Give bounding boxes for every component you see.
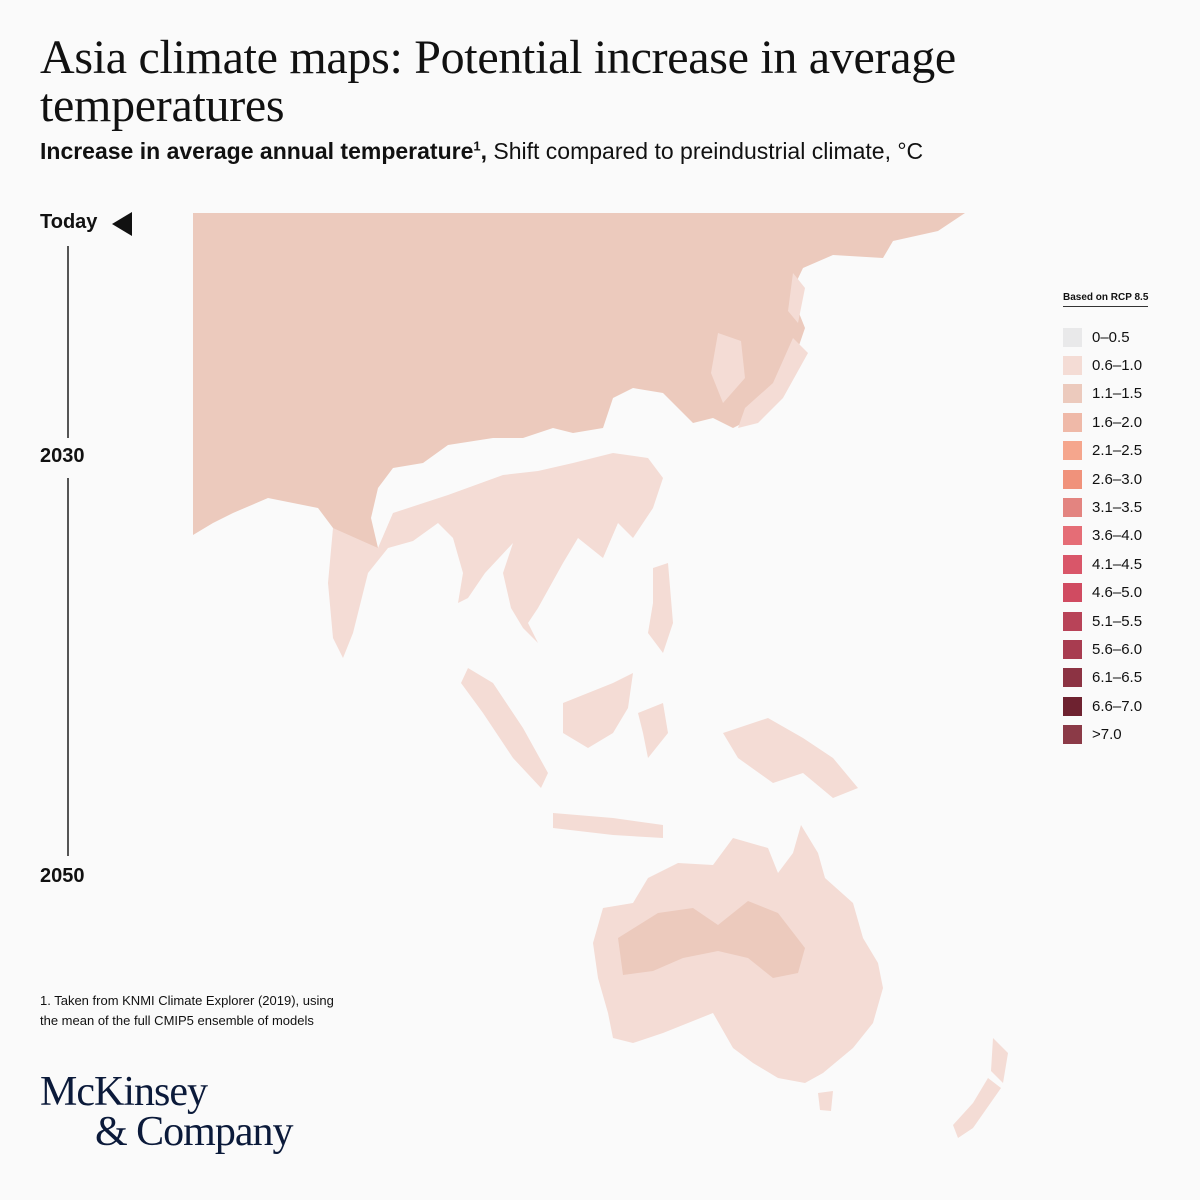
region-australia-interior — [618, 901, 805, 978]
legend-title: Based on RCP 8.5 — [1063, 292, 1149, 307]
subtitle: Increase in average annual temperature1,… — [40, 138, 923, 165]
page-title: Asia climate maps: Potential increase in… — [40, 31, 956, 132]
legend-swatch — [1063, 554, 1082, 574]
legend-swatch — [1063, 356, 1082, 376]
legend-item: 0.6–1.0 — [1063, 351, 1148, 379]
footnote-line-2: the mean of the full CMIP5 ensemble of m… — [40, 1013, 314, 1028]
legend-swatch — [1063, 412, 1082, 432]
legend-swatch — [1063, 441, 1082, 461]
footnote: 1. Taken from KNMI Climate Explorer (201… — [40, 991, 334, 1031]
region-japan — [711, 273, 808, 428]
legend-item: 3.1–3.5 — [1063, 493, 1148, 521]
legend-item: 1.1–1.5 — [1063, 380, 1148, 408]
timeline-2050[interactable]: 2050 — [40, 865, 85, 887]
legend-label: 5.1–5.5 — [1092, 612, 1143, 630]
legend-swatch — [1063, 668, 1082, 688]
legend-item: 1.6–2.0 — [1063, 408, 1148, 436]
legend-label: 6.1–6.5 — [1092, 669, 1143, 687]
legend-swatch — [1063, 384, 1082, 404]
legend-item: >7.0 — [1063, 720, 1148, 748]
legend-label: 3.1–3.5 — [1092, 499, 1143, 517]
legend-label: 2.6–3.0 — [1092, 470, 1143, 488]
legend-item: 6.6–7.0 — [1063, 692, 1148, 720]
region-south-east-asia — [328, 453, 663, 658]
logo-line-1: McKinsey — [40, 1069, 208, 1115]
footnote-marker: 1 — [473, 138, 481, 154]
subtitle-bold: Increase in average annual temperature1, — [40, 138, 487, 164]
region-new-zealand — [953, 1038, 1008, 1138]
footnote-line-1: 1. Taken from KNMI Climate Explorer (201… — [40, 993, 334, 1008]
legend-swatch — [1063, 469, 1082, 489]
legend: Based on RCP 8.5 0–0.5 0.6–1.0 1.1–1.5 1.6–… — [1063, 287, 1149, 749]
legend-item: 3.6–4.0 — [1063, 522, 1148, 550]
timeline-line-upper — [67, 246, 69, 438]
timeline-2030[interactable]: 2030 — [40, 445, 85, 467]
legend-label: 1.6–2.0 — [1092, 413, 1143, 431]
legend-label: 2.1–2.5 — [1092, 442, 1143, 460]
logo-line-2: & Company — [95, 1109, 293, 1155]
legend-swatch — [1063, 611, 1082, 631]
today-arrow-icon[interactable] — [112, 212, 132, 236]
legend-label: >7.0 — [1092, 726, 1122, 744]
legend-label: 4.1–4.5 — [1092, 555, 1143, 573]
legend-item: 2.1–2.5 — [1063, 437, 1148, 465]
legend-swatch — [1063, 498, 1082, 518]
legend-label: 1.1–1.5 — [1092, 385, 1143, 403]
legend-item: 0–0.5 — [1063, 323, 1148, 351]
region-north-asia — [193, 213, 965, 558]
legend-label: 0.6–1.0 — [1092, 357, 1143, 375]
legend-swatch — [1063, 725, 1082, 745]
subtitle-rest: Shift compared to preindustrial climate,… — [493, 138, 924, 164]
legend-swatch — [1063, 696, 1082, 716]
legend-item: 5.6–6.0 — [1063, 635, 1148, 663]
legend-label: 3.6–4.0 — [1092, 527, 1143, 545]
legend-item: 4.6–5.0 — [1063, 579, 1148, 607]
legend-item: 4.1–4.5 — [1063, 550, 1148, 578]
legend-swatch — [1063, 327, 1082, 347]
legend-swatch — [1063, 526, 1082, 546]
asia-climate-map — [193, 213, 1008, 1138]
legend-item: 2.6–3.0 — [1063, 465, 1148, 493]
legend-label: 5.6–6.0 — [1092, 640, 1143, 658]
timeline-line-lower — [67, 478, 69, 856]
legend-swatch — [1063, 583, 1082, 603]
legend-items: 0–0.5 0.6–1.0 1.1–1.5 1.6–2.0 2.1–2.5 2.6–3.0… — [1063, 323, 1148, 749]
region-indonesia — [461, 563, 858, 838]
legend-label: 6.6–7.0 — [1092, 697, 1143, 715]
legend-label: 0–0.5 — [1092, 328, 1130, 346]
mckinsey-logo: McKinsey & Company — [40, 1069, 293, 1155]
legend-swatch — [1063, 639, 1082, 659]
legend-item: 5.1–5.5 — [1063, 607, 1148, 635]
legend-label: 4.6–5.0 — [1092, 584, 1143, 602]
timeline-today[interactable]: Today — [40, 211, 98, 233]
region-tasmania — [818, 1091, 833, 1111]
legend-item: 6.1–6.5 — [1063, 664, 1148, 692]
